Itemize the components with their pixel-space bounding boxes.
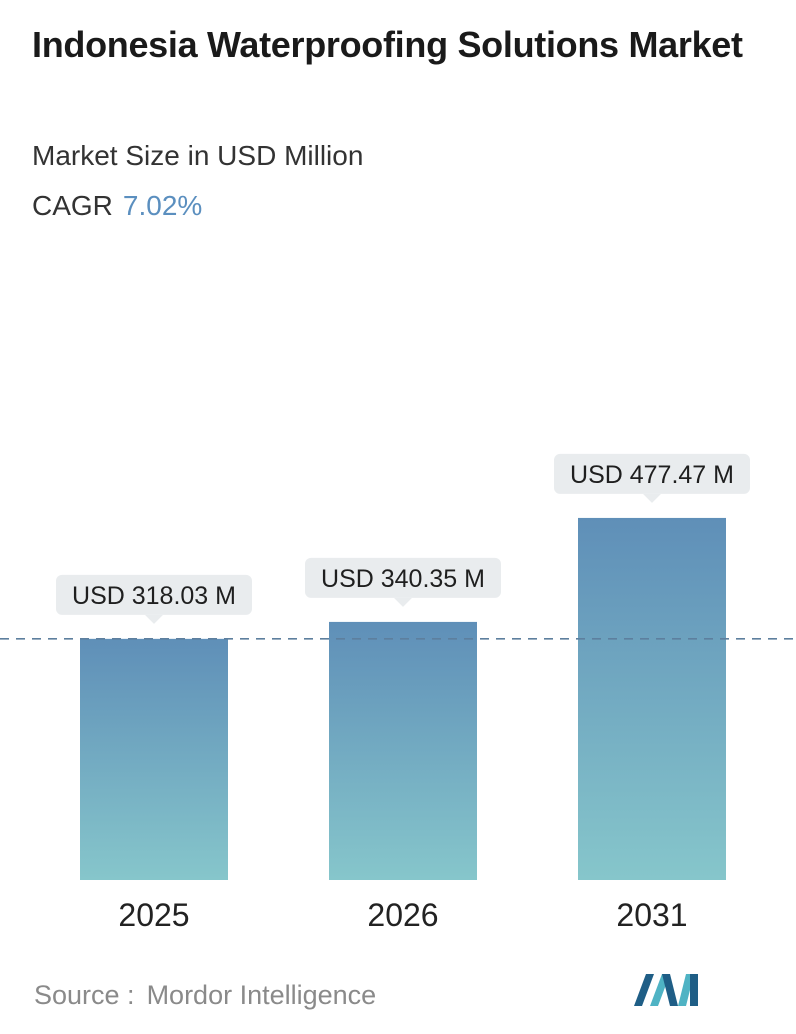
source-line: Source : Mordor Intelligence [34,980,376,1011]
x-tick-label-2025: 2025 [118,897,189,933]
data-label-2031: USD 477.47 M [554,453,750,503]
source-label: Source : [34,980,135,1010]
svg-text:USD 477.47 M: USD 477.47 M [570,461,734,489]
bar-2025 [80,638,228,880]
svg-text:USD 318.03 M: USD 318.03 M [72,582,236,610]
cagr-label: CAGR [32,190,113,221]
source-value: Mordor Intelligence [146,980,377,1010]
cagr-value: 7.02% [122,190,203,221]
bar-2026 [329,621,477,880]
svg-text:USD 340.35 M: USD 340.35 M [321,565,485,593]
chart-subtitle: Market Size in USD Million [32,140,364,171]
mordor-intelligence-logo [634,974,698,1006]
bar-chart: 2025 USD 318.03 M 2026 USD 340.35 M 2031 USD … [0,453,796,933]
chart-title: Indonesia Waterproofing Solutions Market [32,24,743,65]
x-tick-label-2026: 2026 [367,897,438,933]
cagr-line: CAGR 7.02% [32,190,202,222]
data-label-2025: USD 318.03 M [56,574,252,624]
data-label-2026: USD 340.35 M [305,557,501,607]
bar-2031 [578,517,726,880]
x-tick-label-2031: 2031 [616,897,687,933]
